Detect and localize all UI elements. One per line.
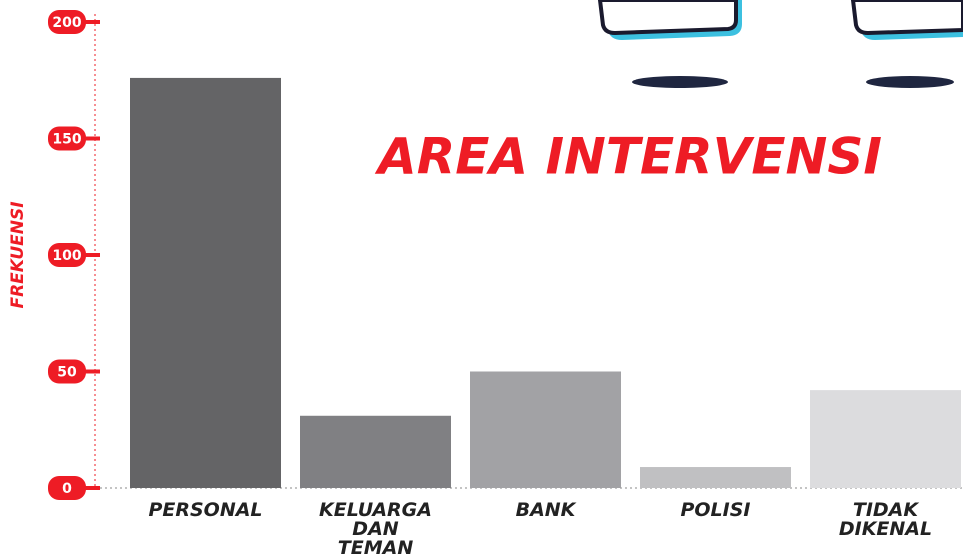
chart: AREA INTERVENSI FREKUENSI 0 50 100 150 200 xyxy=(0,0,963,547)
decoration xyxy=(600,0,963,88)
bar xyxy=(640,467,791,488)
bar xyxy=(300,416,451,488)
y-tick-label: 0 xyxy=(62,481,72,497)
bar xyxy=(470,372,621,489)
y-tick-label: 100 xyxy=(52,248,81,264)
x-tick-label: TIDAK DIKENAL xyxy=(824,501,948,539)
x-tick-label: KELUARGA DAN TEMAN xyxy=(314,501,438,558)
y-axis-label: FREKUENSI xyxy=(8,201,28,308)
y-tick-label: 150 xyxy=(52,132,81,148)
x-tick-label: PERSONAL xyxy=(144,501,268,520)
chart-title: AREA INTERVENSI xyxy=(374,128,882,186)
y-tick-label: 200 xyxy=(52,15,81,31)
bar xyxy=(810,390,961,488)
y-tick-label: 50 xyxy=(57,365,77,381)
x-tick-label: BANK xyxy=(484,501,608,520)
x-tick-label: POLISI xyxy=(654,501,778,520)
bar xyxy=(130,78,281,488)
